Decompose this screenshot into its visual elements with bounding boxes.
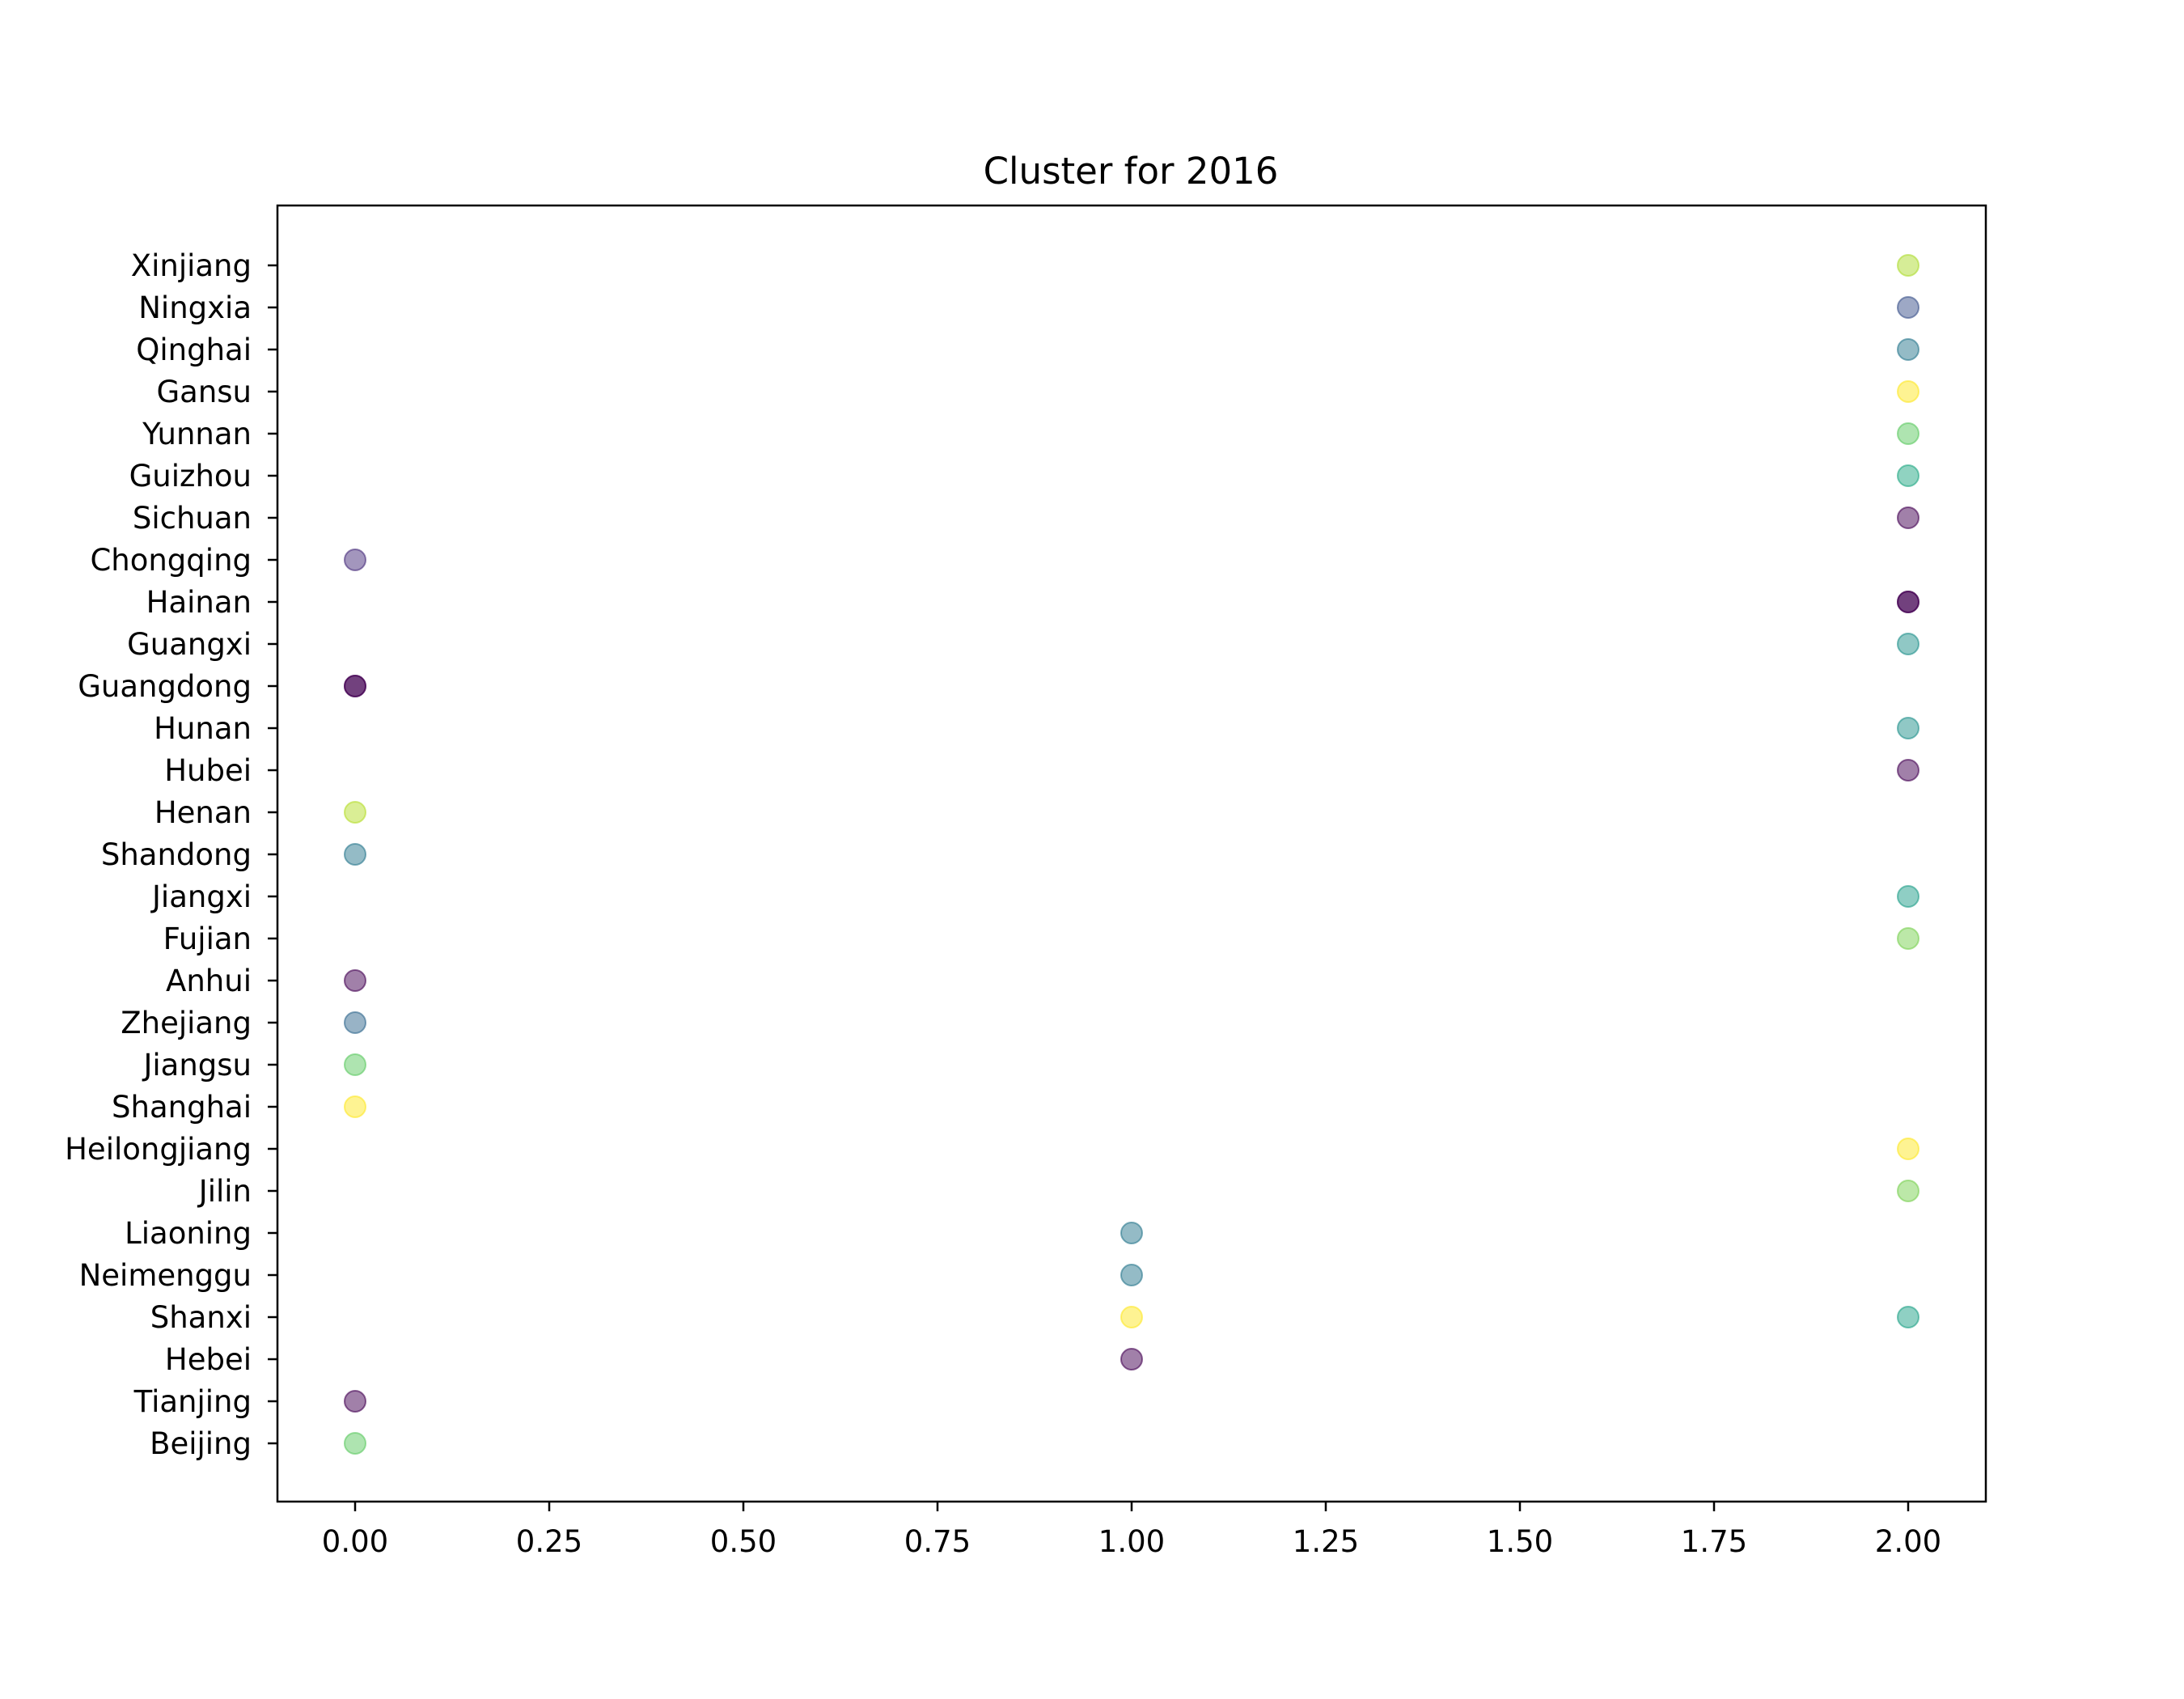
x-tick-label-5: 1.25	[1293, 1524, 1359, 1559]
point-chongqing-24	[344, 549, 366, 571]
y-tick-label-hainan: Hainan	[146, 585, 252, 620]
point-ningxia-30	[1897, 296, 1919, 319]
y-tick-label-qinghai: Qinghai	[136, 333, 252, 367]
y-tick-label-chongqing: Chongqing	[90, 543, 252, 578]
y-tick-label-yunnan: Yunnan	[142, 417, 252, 451]
point-xinjiang-31	[1897, 254, 1919, 277]
point-shanxi-4	[1897, 1306, 1919, 1328]
point-beijing-0	[344, 1432, 366, 1455]
y-tick-label-liaoning: Liaoning	[125, 1216, 252, 1251]
y-tick-label-beijing: Beijing	[150, 1426, 252, 1461]
y-tick-label-tianjing: Tianjing	[133, 1384, 252, 1419]
y-tick-label-hunan: Hunan	[154, 711, 252, 746]
y-tick-label-jiangsu: Jiangsu	[142, 1048, 252, 1083]
x-tick-label-0: 0.00	[322, 1524, 388, 1559]
y-tick-label-shanxi: Shanxi	[150, 1300, 252, 1335]
y-tick-label-sichuan: Sichuan	[133, 501, 252, 536]
plot-area-frame	[276, 204, 1987, 1503]
point-hainan-23	[1897, 591, 1919, 613]
point-jiangxi-14	[1897, 885, 1919, 908]
y-tick-label-guangxi: Guangxi	[127, 627, 252, 662]
y-tick-label-ningxia: Ningxia	[138, 290, 252, 325]
x-tick-label-7: 1.75	[1681, 1524, 1747, 1559]
point-hubei-17	[1897, 759, 1919, 782]
point-shanxi-3	[1120, 1306, 1143, 1328]
x-tick-label-3: 0.75	[904, 1524, 971, 1559]
y-tick-label-neimenggu: Neimenggu	[79, 1258, 252, 1293]
x-tick-label-1: 0.25	[516, 1524, 582, 1559]
point-henan-16	[344, 801, 366, 824]
y-tick-label-henan: Henan	[154, 795, 252, 830]
y-tick-label-shandong: Shandong	[101, 837, 252, 872]
y-tick-label-guizhou: Guizhou	[129, 459, 252, 494]
point-guangxi-21	[1897, 633, 1919, 655]
point-shanghai-9	[344, 1095, 366, 1118]
point-anhui-12	[344, 969, 366, 992]
point-guizhou-26	[1897, 464, 1919, 487]
chart-title: Cluster for 2016	[984, 150, 1279, 193]
y-tick-label-shanghai: Shanghai	[112, 1090, 252, 1125]
x-tick-label-6: 1.50	[1487, 1524, 1553, 1559]
point-jilin-7	[1897, 1180, 1919, 1202]
y-tick-label-gansu: Gansu	[156, 375, 252, 409]
point-tianjing-1	[344, 1390, 366, 1413]
point-guangdong-20	[344, 675, 366, 697]
y-axis: Beijing Tianjing Hebei Shanxi Neimenggu Liaon…	[65, 248, 277, 1461]
y-tick-label-jiangxi: Jiangxi	[150, 879, 252, 914]
point-hunan-18	[1897, 717, 1919, 739]
x-axis: 0.00 0.25 0.50 0.75 1.00 1.25 1.50 1.75 2.00	[322, 1502, 1941, 1559]
point-shandong-15	[344, 843, 366, 866]
point-sichuan-25	[1897, 506, 1919, 529]
y-tick-label-guangdong: Guangdong	[78, 669, 252, 704]
y-tick-label-heilongjiang: Heilongjiang	[65, 1132, 252, 1167]
y-tick-label-jilin: Jilin	[197, 1174, 252, 1209]
x-tick-label-4: 1.00	[1098, 1524, 1165, 1559]
y-tick-label-hubei: Hubei	[164, 753, 252, 788]
point-zhejiang-11	[344, 1011, 366, 1034]
y-tick-label-fujian: Fujian	[163, 922, 252, 956]
y-tick-label-hebei: Hebei	[165, 1342, 252, 1377]
y-tick-label-zhejiang: Zhejiang	[121, 1006, 252, 1040]
y-tick-label-xinjiang: Xinjiang	[131, 248, 252, 283]
point-hebei-2	[1120, 1348, 1143, 1371]
point-neimenggu-5	[1120, 1264, 1143, 1286]
point-yunnan-27	[1897, 422, 1919, 445]
x-tick-label-2: 0.50	[710, 1524, 777, 1559]
point-qinghai-29	[1897, 338, 1919, 361]
point-jiangsu-10	[344, 1053, 366, 1076]
point-gansu-28	[1897, 380, 1919, 403]
points-layer	[344, 254, 1919, 1455]
y-tick-label-anhui: Anhui	[166, 964, 252, 998]
x-tick-label-8: 2.00	[1875, 1524, 1941, 1559]
point-liaoning-6	[1120, 1222, 1143, 1244]
point-heilongjiang-8	[1897, 1138, 1919, 1160]
point-fujian-13	[1897, 927, 1919, 950]
